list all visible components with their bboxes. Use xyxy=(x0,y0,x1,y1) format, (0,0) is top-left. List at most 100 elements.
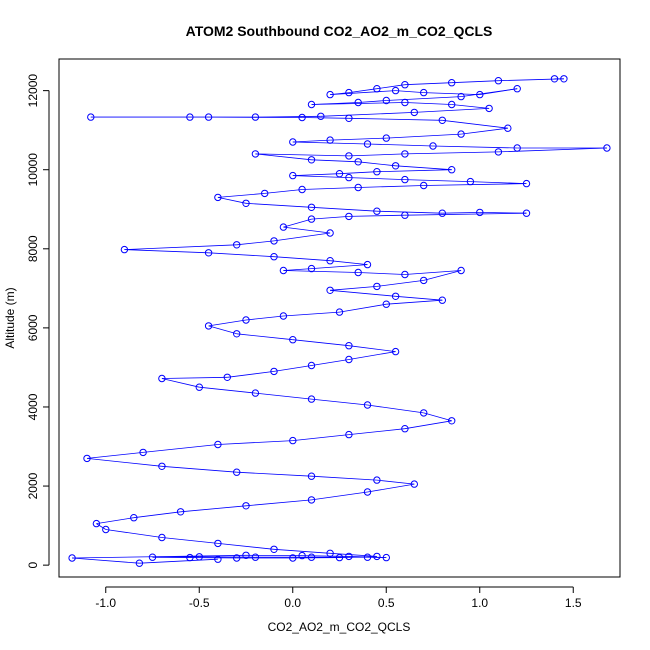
series-line-segment xyxy=(96,517,134,524)
data-point xyxy=(307,156,316,164)
series-line-segment xyxy=(404,212,527,216)
series-line-segment xyxy=(264,189,303,194)
y-axis-label: Altitude (m) xyxy=(3,287,17,348)
series-line-segment xyxy=(386,96,462,101)
data-point xyxy=(289,138,297,146)
data-point xyxy=(233,330,241,338)
data-point xyxy=(345,88,353,97)
x-tick-label: 1.0 xyxy=(471,596,488,610)
y-tick-label: 4000 xyxy=(26,393,40,420)
data-point xyxy=(307,264,316,273)
data-point xyxy=(158,533,166,542)
series-line-segment xyxy=(273,256,331,262)
series-line-segment xyxy=(273,365,312,372)
series-line-segment xyxy=(311,475,377,481)
data-point xyxy=(401,150,409,158)
data-point xyxy=(420,409,428,417)
data-point xyxy=(298,185,306,194)
data-point xyxy=(448,79,456,87)
series-line-segment xyxy=(358,161,396,167)
series-line-segment xyxy=(348,214,405,217)
data-point xyxy=(233,241,241,249)
data-point xyxy=(391,86,400,95)
series-line-segment xyxy=(348,153,405,157)
data-point xyxy=(307,203,316,212)
series-line-segment xyxy=(255,392,312,400)
data-point xyxy=(382,553,390,562)
data-point xyxy=(345,212,353,221)
x-tick-label: -0.5 xyxy=(189,596,210,610)
data-point xyxy=(345,152,353,160)
data-point xyxy=(214,555,222,563)
data-point xyxy=(438,296,446,304)
y-axis: 0 2000 4000 6000 8000 10000 12000 xyxy=(26,74,50,568)
series-line-segment xyxy=(330,552,377,557)
series-line-segment xyxy=(245,499,312,507)
data-point xyxy=(251,113,260,121)
data-point xyxy=(345,342,353,350)
series-line-segment xyxy=(199,386,256,394)
data-point xyxy=(382,96,390,105)
data-point xyxy=(83,454,91,463)
data-point xyxy=(420,88,428,97)
series-line-segment xyxy=(367,483,415,493)
data-point xyxy=(363,401,372,409)
data-point xyxy=(135,559,144,567)
series-line-segment xyxy=(124,244,237,250)
series-line-segment xyxy=(86,452,144,459)
x-tick-label: -1.0 xyxy=(95,596,116,610)
series-line-segment xyxy=(358,185,424,188)
data-point xyxy=(279,266,288,275)
series-line-segment xyxy=(423,270,462,281)
series-line-segment xyxy=(432,145,518,149)
data-point xyxy=(335,308,344,316)
series-line-segment xyxy=(217,197,247,204)
data-point xyxy=(382,134,390,142)
data-point xyxy=(92,519,101,528)
series-line-segment xyxy=(358,272,405,275)
series-line-segment xyxy=(395,90,424,93)
series-line-segment xyxy=(358,100,387,103)
data-point xyxy=(401,98,409,107)
data-point xyxy=(448,166,456,174)
data-point xyxy=(102,525,110,534)
series-line-segment xyxy=(423,183,527,186)
series-line-segment xyxy=(498,78,564,82)
data-point xyxy=(186,113,194,121)
series-line-segment xyxy=(105,529,162,538)
series-line-segment xyxy=(255,153,349,157)
data-point xyxy=(326,257,334,265)
series-line-segment xyxy=(348,345,396,352)
series-line-segment xyxy=(217,543,275,550)
data-point xyxy=(204,322,213,330)
series-line-segment xyxy=(376,169,452,173)
data-point xyxy=(289,336,297,344)
series-line-segment xyxy=(339,171,377,175)
series-line-segment xyxy=(311,398,368,406)
series-line-segment xyxy=(236,333,293,341)
x-tick-label: 1.5 xyxy=(565,596,582,610)
data-point xyxy=(307,496,316,504)
data-point xyxy=(345,173,353,182)
series-line-segment xyxy=(217,440,293,445)
data-point xyxy=(270,237,278,245)
data-point xyxy=(560,75,568,83)
series-line-segment xyxy=(180,505,247,513)
data-point xyxy=(363,260,372,269)
series-line-segment xyxy=(236,471,312,477)
series-line-segment xyxy=(348,117,443,121)
data-point xyxy=(420,276,428,285)
series-line-segment xyxy=(376,210,443,214)
data-point xyxy=(457,130,465,138)
data-point xyxy=(289,436,297,445)
data-point xyxy=(279,312,288,320)
plot-frame xyxy=(58,58,621,578)
data-point xyxy=(242,316,250,324)
data-point xyxy=(438,209,446,217)
series-line-segment xyxy=(404,420,452,430)
y-tick-label: 6000 xyxy=(26,314,40,341)
data-point xyxy=(420,181,428,190)
series-line-segment xyxy=(124,249,209,254)
